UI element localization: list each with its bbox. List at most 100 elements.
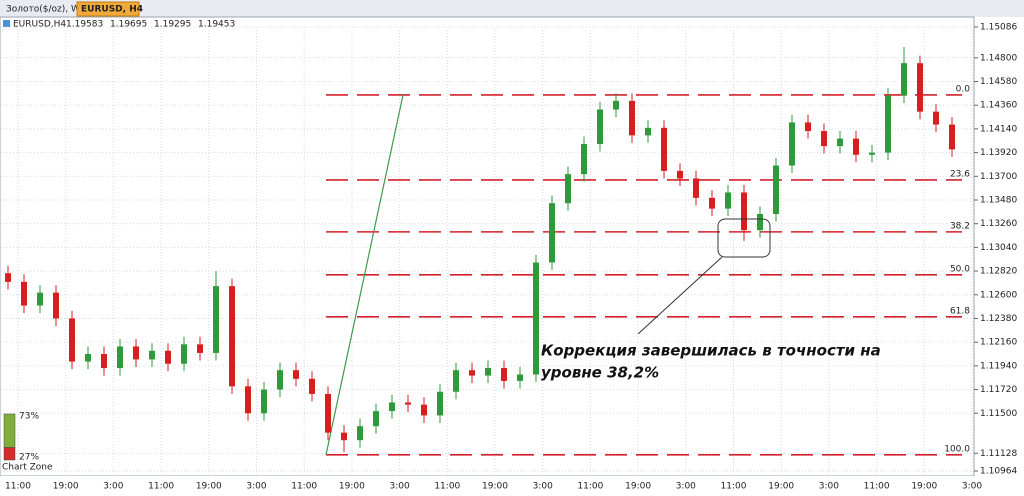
y-tick-label: 1.14580	[980, 77, 1017, 87]
candle-body	[629, 100, 635, 136]
candle-body	[389, 402, 395, 412]
y-tick-label: 1.11940	[980, 361, 1017, 371]
time-axis	[0, 476, 1024, 496]
candle-body	[597, 109, 603, 144]
candle-body	[181, 344, 187, 364]
candle-body	[677, 170, 683, 179]
candle-body	[581, 143, 587, 175]
x-tick-label: 11:00	[5, 482, 31, 492]
zone-label: 27%	[19, 453, 39, 463]
zone-label: 73%	[19, 412, 39, 422]
highlight-box	[717, 218, 771, 258]
candle-body	[261, 389, 267, 414]
x-tick-label: 3:00	[389, 482, 409, 492]
fib-label: 100.0	[944, 444, 970, 454]
x-tick-label: 11:00	[148, 482, 174, 492]
candle-body	[357, 426, 363, 441]
x-tick-label: 3:00	[676, 482, 696, 492]
candle-body	[933, 111, 939, 125]
candle-body	[229, 286, 235, 387]
candle-body	[325, 393, 331, 433]
x-tick-label: 3:00	[962, 482, 982, 492]
candle-body	[741, 192, 747, 231]
x-tick-label: 19:00	[53, 482, 79, 492]
tab[interactable]: Золото($/oz), W1	[6, 5, 86, 15]
candle-body	[421, 404, 427, 416]
candle-body	[341, 432, 347, 441]
candle-body	[21, 281, 27, 306]
x-tick-label: 11:00	[721, 482, 747, 492]
quote: 1.19295	[154, 20, 191, 30]
y-tick-label: 1.14140	[980, 124, 1017, 134]
chart-area	[0, 16, 975, 477]
annotation: уровне 38,2%	[541, 364, 659, 382]
candle-body	[661, 127, 667, 171]
zone-bar	[3, 447, 16, 461]
x-tick-label: 11:00	[434, 482, 460, 492]
candle-body	[613, 100, 619, 110]
y-tick-label: 1.13700	[980, 172, 1017, 182]
candle-body	[805, 122, 811, 132]
candle-body	[85, 354, 91, 362]
x-tick-label: 19:00	[911, 482, 937, 492]
x-tick-label: 19:00	[768, 482, 794, 492]
candle-body	[917, 63, 923, 112]
candle-body	[245, 386, 251, 414]
y-tick-label: 1.10964	[980, 467, 1017, 477]
candle-body	[69, 318, 75, 362]
candle-body	[309, 378, 315, 394]
candle-body	[213, 286, 219, 353]
candle-body	[453, 370, 459, 392]
active-tab-bg[interactable]	[76, 1, 140, 17]
candle-body	[949, 124, 955, 150]
zone-bar	[3, 413, 16, 448]
y-tick-label: 1.12160	[980, 338, 1017, 348]
symbol: EURUSD,H4	[13, 20, 66, 30]
candle-body	[645, 127, 651, 136]
fib-label: 50.0	[950, 264, 970, 274]
candle-body	[5, 273, 11, 282]
x-tick-label: 19:00	[339, 482, 365, 492]
candle-body	[901, 63, 907, 96]
candle-body	[517, 374, 523, 381]
candle-body	[869, 152, 875, 155]
candle-body	[149, 350, 155, 360]
y-tick-label: 1.15086	[980, 23, 1017, 33]
x-tick-label: 3:00	[533, 482, 553, 492]
candle-body	[37, 292, 43, 306]
candle-body	[117, 346, 123, 369]
trend-line	[325, 94, 404, 455]
symbol-icon	[3, 20, 10, 27]
zone-title: Chart Zone	[2, 463, 53, 473]
x-tick-label: 19:00	[196, 482, 222, 492]
candle-body	[277, 370, 283, 390]
y-tick-label: 1.13920	[980, 148, 1017, 158]
price-axis	[974, 17, 1024, 496]
y-tick-label: 1.12380	[980, 314, 1017, 324]
fib-label: 61.8	[950, 306, 970, 316]
candle-body	[549, 203, 555, 263]
candle-body	[773, 165, 779, 214]
y-tick-label: 1.13480	[980, 195, 1017, 205]
annotation: Коррекция завершилась в точности на	[541, 342, 881, 360]
x-tick-label: 3:00	[103, 482, 123, 492]
candle-body	[165, 350, 171, 364]
pointer	[637, 256, 723, 335]
tab[interactable]: EURUSD, H4	[81, 5, 143, 15]
y-tick-label: 1.12820	[980, 267, 1017, 277]
candle-body	[885, 95, 891, 153]
x-tick-label: 11:00	[577, 482, 603, 492]
y-tick-label: 1.14360	[980, 101, 1017, 111]
quote: 1.19695	[110, 20, 147, 30]
candle-body	[373, 411, 379, 427]
candle-body	[725, 192, 731, 209]
candle-body	[293, 370, 299, 379]
candle-body	[405, 402, 411, 405]
x-tick-label: 3:00	[246, 482, 266, 492]
y-tick-label: 1.12600	[980, 290, 1017, 300]
fib-label: 38.2	[950, 221, 970, 231]
candle-body	[197, 344, 203, 353]
x-tick-label: 19:00	[625, 482, 651, 492]
candle-body	[485, 368, 491, 376]
fib-label: 0.0	[956, 84, 971, 94]
